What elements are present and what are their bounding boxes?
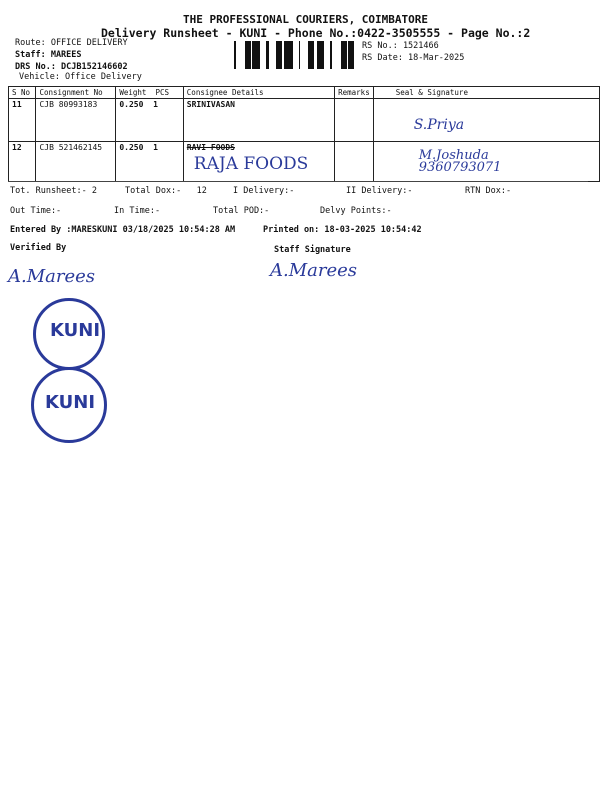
col-signature: Seal & Signature (372, 86, 600, 99)
kuni-stamp (31, 367, 107, 443)
tot-runsheet: Tot. Runsheet:- 2 (10, 186, 97, 196)
barcode-bar (311, 41, 312, 69)
stamp-text: KUNI (50, 320, 101, 341)
barcode-bar (246, 41, 248, 69)
total-pod: Total POD:- (213, 206, 270, 216)
total-dox: Total Dox:- 12 (125, 186, 207, 196)
col-remarks: Remarks (334, 86, 374, 99)
barcode-bar (278, 41, 281, 69)
barcode-bar (266, 41, 269, 69)
barcode-bar (320, 41, 323, 69)
barcode-bar (288, 41, 290, 69)
receiver-signature: S.Priya (413, 117, 465, 133)
barcode-bar (344, 41, 347, 69)
staff: Staff: MAREES (15, 50, 82, 60)
company-name: THE PROFESSIONAL COURIERS, COIMBATORE (183, 13, 429, 26)
i-delivery: I Delivery:- (233, 186, 295, 196)
barcode-bar (287, 41, 288, 69)
vehicle: Vehicle: Office Delivery (19, 72, 142, 82)
route: Route: OFFICE DELIVERY (15, 38, 128, 48)
staff-signature-label: Staff Signature (274, 245, 351, 255)
barcode-bar (281, 41, 282, 69)
barcode-bar (308, 41, 311, 69)
table-row: 11 CJB 80993183 0.250 1 SRINIVASAN S.Pri… (7, 98, 600, 142)
col-consignee: Consignee Details (182, 86, 336, 99)
staff-signature: A.Marees (270, 260, 358, 281)
rtn-dox: RTN Dox:- (465, 186, 512, 196)
barcode-bar (290, 41, 293, 69)
barcode-bar (254, 41, 257, 69)
printed-on: Printed on: 18-03-2025 10:54:42 (263, 225, 422, 235)
col-consignment: Consignment No (35, 86, 117, 99)
in-time: In Time:- (114, 206, 161, 216)
barcode-bar (342, 41, 344, 69)
rs-no: RS No.: 1521466 (362, 41, 439, 51)
barcode (234, 41, 354, 69)
handwritten-consignee: RAJA FOODS (193, 154, 309, 174)
drs-no: DRS No.: DCJB152146602 (15, 62, 128, 72)
entered-by: Entered By :MARESKUNI 03/18/2025 10:54:2… (10, 225, 236, 235)
barcode-bar (257, 41, 258, 69)
barcode-bar (350, 41, 353, 69)
barcode-bar (252, 41, 254, 69)
receiver-signature: M.Joshuda 9360793071 (418, 148, 502, 175)
barcode-bar (248, 41, 251, 69)
barcode-bar (323, 41, 324, 69)
barcode-bar (299, 41, 300, 69)
barcode-bar (245, 41, 246, 69)
col-sno: S No (7, 86, 37, 99)
verified-signature: A.Marees (8, 266, 96, 287)
ii-delivery: II Delivery:- (346, 186, 413, 196)
barcode-bar (353, 41, 354, 69)
barcode-bar (284, 41, 287, 69)
barcode-bar (318, 41, 320, 69)
delvy-points: Delvy Points:- (320, 206, 392, 216)
consignment-table: S No Consignment No Weight PCS Consignee… (7, 86, 600, 182)
out-time: Out Time:- (10, 206, 62, 216)
col-weight-pcs: Weight PCS (115, 86, 184, 99)
verified-by-label: Verified By (10, 243, 67, 253)
table-row: 12 CJB 521462145 0.250 1 RAVI FOODS RAJA… (7, 141, 600, 182)
runsheet-title: Delivery Runsheet - KUNI - Phone No.:042… (101, 26, 531, 40)
barcode-bar (330, 41, 332, 69)
barcode-bar (341, 41, 342, 69)
barcode-bar (276, 41, 278, 69)
barcode-bar (234, 41, 236, 69)
barcode-bar (317, 41, 318, 69)
barcode-bar (312, 41, 314, 69)
rs-date: RS Date: 18-Mar-2025 (362, 53, 465, 63)
stamp-text: KUNI (45, 392, 96, 413)
barcode-bar (258, 41, 260, 69)
barcode-bar (348, 41, 350, 69)
